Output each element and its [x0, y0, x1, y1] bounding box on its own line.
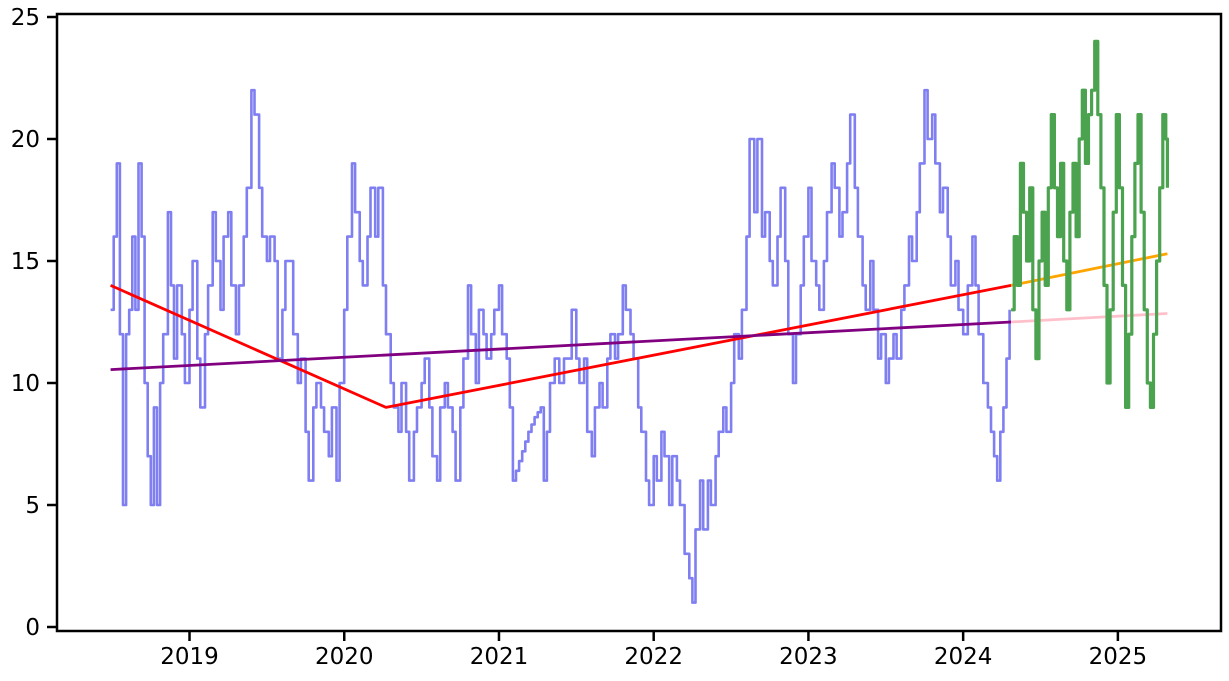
plot-area: [58, 15, 1220, 630]
x-tick-label: 2021: [470, 644, 529, 670]
x-tick-label: 2024: [934, 644, 993, 670]
series-recent-green: [1011, 39, 1169, 409]
x-tick-label: 2023: [779, 644, 838, 670]
series-trend-flat-purple: [110, 320, 1012, 371]
y-tick-label: 25: [11, 5, 40, 31]
axes-spines: [55, 12, 1223, 633]
y-tick-label: 0: [25, 615, 40, 641]
x-tick-label: 2020: [315, 644, 374, 670]
x-tick-label: 2025: [1089, 644, 1148, 670]
y-tick-label: 15: [11, 249, 40, 275]
y-tick-label: 10: [11, 371, 40, 397]
series-trend-extension-orange: [1010, 252, 1168, 287]
x-tick-label: 2019: [160, 644, 219, 670]
x-tick-label: 2022: [624, 644, 683, 670]
y-tick-label: 5: [25, 493, 40, 519]
series-observed-history: [110, 88, 1011, 604]
series-trend-down-up-red: [110, 284, 1012, 409]
y-tick-label: 20: [11, 127, 40, 153]
